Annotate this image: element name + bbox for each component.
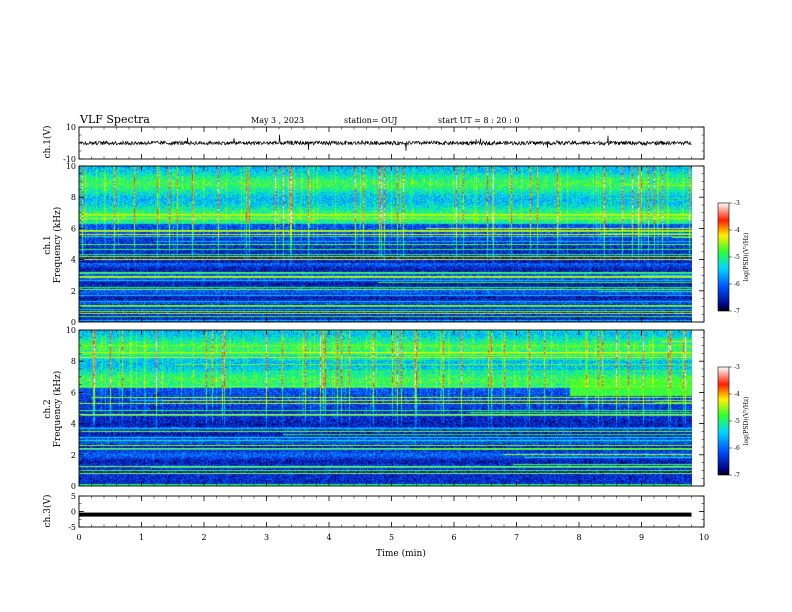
colorbar-label: log(PSD)(V²/Hz) bbox=[743, 397, 750, 446]
ytick-label: 2 bbox=[71, 451, 76, 460]
xtick-label: 3 bbox=[264, 533, 269, 542]
colorbar-tick-label: -3 bbox=[734, 364, 740, 371]
figure-title: VLF Spectra bbox=[80, 113, 150, 126]
xtick-label: 7 bbox=[514, 533, 519, 542]
ytick-label: 0 bbox=[71, 508, 76, 517]
ytick-label: 5 bbox=[71, 492, 76, 501]
panel-frame-1 bbox=[78, 126, 705, 160]
ch2-colorbar bbox=[717, 366, 730, 476]
xtick-label: 10 bbox=[699, 533, 709, 542]
ytick-label: -10 bbox=[63, 155, 76, 164]
xtick-label: 0 bbox=[76, 533, 81, 542]
ytick-label: 2 bbox=[71, 287, 76, 296]
ytick-label: 10 bbox=[66, 162, 76, 171]
xtick-label: 5 bbox=[389, 533, 394, 542]
xtick-label: 2 bbox=[201, 533, 206, 542]
colorbar-tick-label: -4 bbox=[734, 391, 740, 398]
ytick-label: 0 bbox=[71, 318, 76, 327]
colorbar-tick-label: -7 bbox=[734, 308, 740, 315]
date-label: May 3 , 2023 bbox=[251, 116, 305, 125]
ch2-spectrogram-image bbox=[79, 330, 692, 486]
ytick-label: 8 bbox=[71, 193, 76, 202]
panel-frame-4 bbox=[78, 495, 705, 528]
station-label: station= OUJ bbox=[344, 116, 398, 125]
x-axis-label: Time (min) bbox=[376, 549, 426, 559]
ytick-label: 6 bbox=[71, 388, 76, 397]
ytick-label: 6 bbox=[71, 224, 76, 233]
xtick-label: 1 bbox=[139, 533, 144, 542]
xtick-label: 4 bbox=[326, 533, 331, 542]
start-time-label: start UT = 8 : 20 : 0 bbox=[438, 116, 520, 125]
colorbar-tick-label: -6 bbox=[734, 281, 740, 288]
colorbar-tick-label: -6 bbox=[734, 445, 740, 452]
ytick-label: 4 bbox=[71, 256, 76, 265]
ytick-label: 8 bbox=[71, 357, 76, 366]
ytick-label: -5 bbox=[68, 523, 76, 532]
colorbar-tick-label: -5 bbox=[734, 254, 740, 261]
colorbar-tick-label: -5 bbox=[734, 418, 740, 425]
colorbar-tick-label: -7 bbox=[734, 472, 740, 479]
panel-frame-2 bbox=[78, 165, 705, 323]
ytick-label: 0 bbox=[71, 482, 76, 491]
panel-frame-3 bbox=[78, 329, 705, 487]
ch1-colorbar bbox=[717, 202, 730, 312]
xtick-label: 8 bbox=[576, 533, 581, 542]
ch1-spectrogram-image bbox=[79, 166, 692, 322]
ch1-waveform-trace bbox=[78, 134, 692, 152]
colorbar-label: log(PSD)(V²/Hz) bbox=[743, 233, 750, 282]
ytick-label: 4 bbox=[71, 420, 76, 429]
xtick-label: 9 bbox=[639, 533, 644, 542]
xtick-label: 6 bbox=[451, 533, 456, 542]
colorbar-tick-label: -4 bbox=[734, 227, 740, 234]
ytick-label: 10 bbox=[66, 123, 76, 132]
ch3-waveform-trace bbox=[79, 512, 692, 517]
ytick-label: 10 bbox=[66, 326, 76, 335]
colorbar-tick-label: -3 bbox=[734, 200, 740, 207]
